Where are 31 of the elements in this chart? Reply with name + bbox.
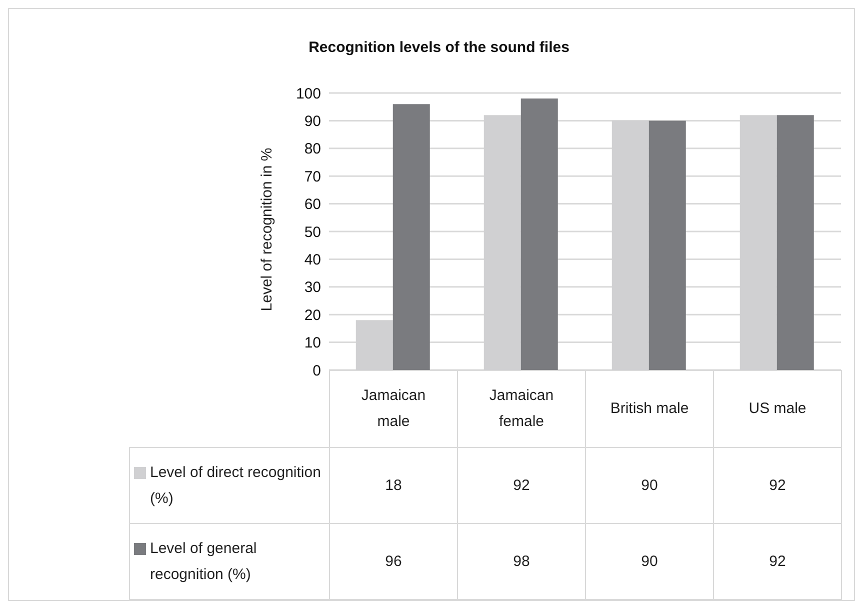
y-tick-label: 40 [304, 252, 321, 269]
data-label: 18 [330, 448, 458, 524]
x-tick-label: British male [586, 370, 714, 448]
y-tick-label: 70 [304, 168, 321, 186]
y-tick-label: 90 [304, 113, 321, 130]
bar [392, 104, 430, 370]
y-axis-title: Level of recognition in % [258, 146, 276, 314]
bar [520, 98, 558, 370]
y-tick-label: 60 [304, 196, 321, 214]
x-tick-label: Jamaican male [330, 370, 458, 448]
y-tick-label: 0 [312, 362, 321, 380]
chart-title: Recognition levels of the sound files [308, 39, 570, 56]
x-tick-label: Jamaican female [458, 370, 586, 448]
y-tick-label: 10 [304, 334, 321, 352]
data-label: 90 [586, 448, 714, 524]
y-tick-label: 30 [304, 279, 321, 296]
data-label: 92 [458, 448, 586, 524]
legend-label: Level of direct recognition (%) [150, 462, 322, 508]
data-label: 92 [714, 524, 842, 600]
bar [776, 115, 814, 370]
y-tick-label: 100 [296, 85, 321, 102]
x-tick-label: US male [714, 370, 842, 448]
data-label: 92 [714, 448, 842, 524]
data-label: 96 [330, 524, 458, 600]
legend-label: Level of general recognition (%) [150, 538, 258, 584]
bar [648, 120, 686, 370]
y-tick-label: 50 [304, 224, 321, 241]
y-tick-label: 20 [304, 306, 321, 324]
y-tick-label: 80 [304, 140, 321, 158]
data-label: 90 [586, 524, 714, 600]
data-label: 98 [458, 524, 586, 600]
